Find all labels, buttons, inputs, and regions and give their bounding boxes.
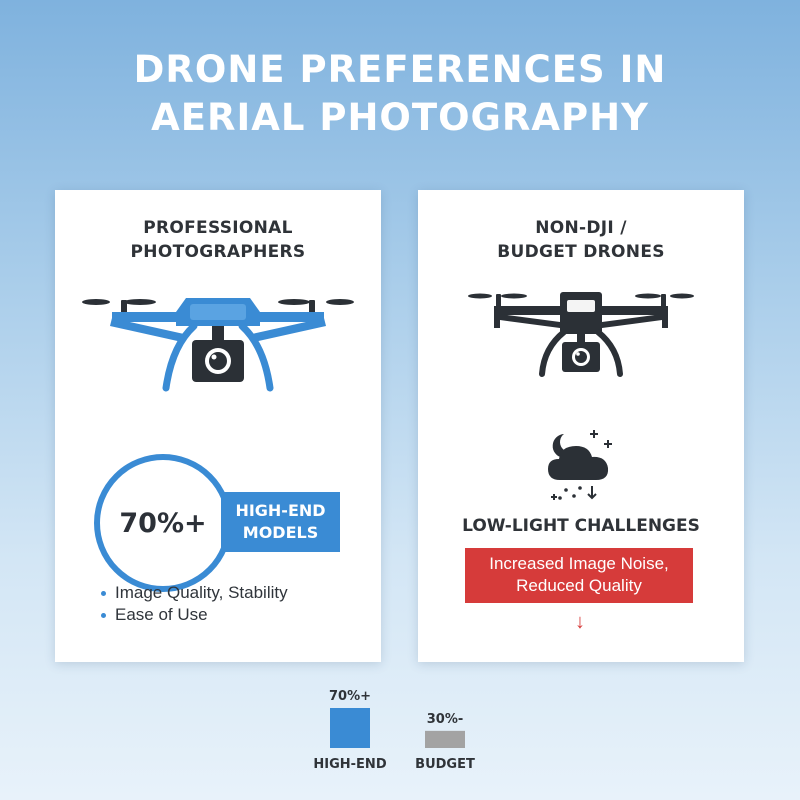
budget-title-line-1: NON-DJI / <box>535 218 627 238</box>
professional-title-line-2: PHOTOGRAPHERS <box>130 242 306 262</box>
professional-title-line-1: PROFESSIONAL <box>143 218 293 238</box>
stat-circle <box>94 454 232 592</box>
camera-drone-icon <box>82 298 354 392</box>
title-line-1: DRONE PREFERENCES IN <box>133 48 667 91</box>
bar-budget <box>425 730 465 748</box>
cloud-night-rain-icon <box>548 430 612 500</box>
list-item: Ease of Use <box>101 604 288 626</box>
low-light-heading: LOW-LIGHT CHALLENGES <box>462 516 700 536</box>
noise-line-2: Reduced Quality <box>516 576 642 595</box>
noise-line-1: Increased Image Noise, <box>489 554 669 573</box>
stat-value: 70%+ <box>119 507 207 539</box>
bar-high-end <box>330 708 370 748</box>
down-arrow-icon: ↓ <box>575 611 585 633</box>
tag-line-2: MODELS <box>242 523 319 542</box>
budget-card: NON-DJI / BUDGET DRONES <box>418 190 744 662</box>
noise-warning-banner: Increased Image Noise, Reduced Quality <box>465 548 693 603</box>
title-line-2: AERIAL PHOTOGRAPHY <box>151 96 649 139</box>
camera-drone-icon <box>468 292 694 377</box>
high-end-models-tag: HIGH-END MODELS <box>221 492 340 552</box>
budget-card-title: NON-DJI / BUDGET DRONES <box>418 216 744 264</box>
list-item: Image Quality, Stability <box>101 582 288 604</box>
professional-card: PROFESSIONAL PHOTOGRAPHERS 70%+ <box>55 190 381 662</box>
category-label: HIGH-END <box>313 757 386 772</box>
value-label: 70%+ <box>329 689 371 704</box>
share-bar-chart: 70%+ HIGH-END 30%- BUDGET <box>0 680 800 800</box>
share-bar-chart-svg: 70%+ HIGH-END 30%- BUDGET <box>313 689 475 772</box>
budget-title-line-2: BUDGET DRONES <box>497 242 665 262</box>
benefits-list: Image Quality, Stability Ease of Use <box>101 582 288 626</box>
value-label: 30%- <box>427 712 464 727</box>
category-label: BUDGET <box>415 757 475 772</box>
tag-line-1: HIGH-END <box>235 501 326 520</box>
page-title: DRONE PREFERENCES IN AERIAL PHOTOGRAPHY <box>0 46 800 142</box>
professional-card-title: PROFESSIONAL PHOTOGRAPHERS <box>55 216 381 264</box>
